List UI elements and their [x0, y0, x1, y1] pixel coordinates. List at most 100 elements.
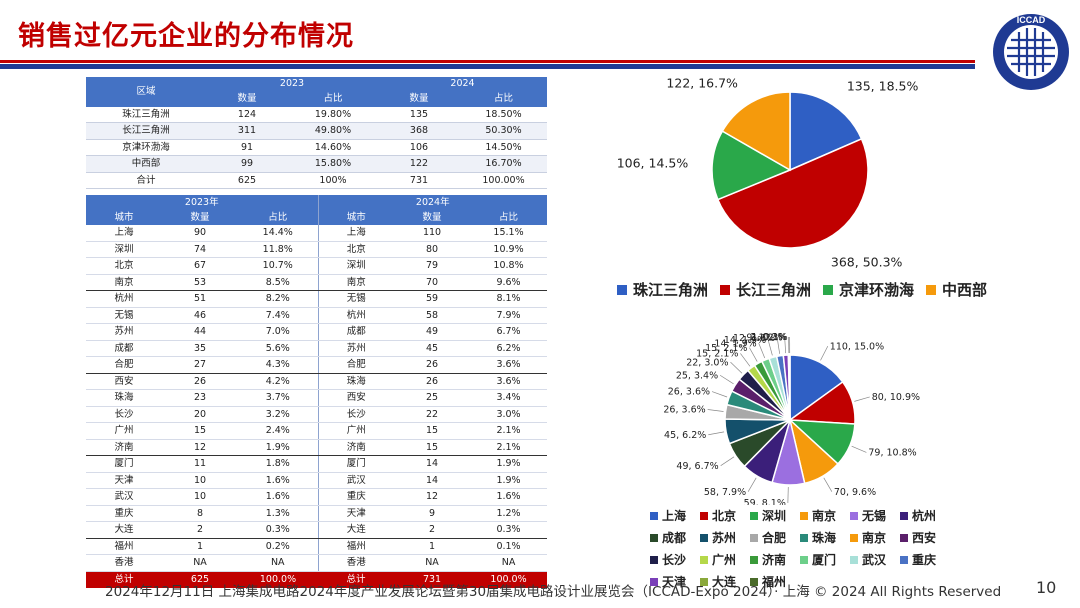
table-cell: 长江三角洲: [86, 122, 206, 140]
table-cell: 35: [162, 340, 238, 357]
table-row: 杭州 51 8.2% 无锡 59 8.1%: [86, 290, 548, 308]
table-cell: 3.2%: [238, 406, 319, 423]
table-cell: 2: [162, 521, 238, 539]
table-cell: 深圳: [86, 241, 162, 258]
legend-item: 无锡: [850, 507, 900, 524]
label-leader-line: [730, 361, 743, 374]
table-cell: 京津环渤海: [86, 139, 206, 156]
table-cell: 15: [394, 422, 471, 440]
table-row: 深圳 74 11.8% 北京 80 10.9%: [86, 241, 548, 258]
legend-swatch: [850, 555, 858, 564]
table-cell: 杭州: [317, 307, 395, 324]
table-row: 南京 53 8.5% 南京 70 9.6%: [86, 274, 548, 291]
table-cell: 上海: [317, 225, 395, 242]
table-row: 北京 67 10.7% 深圳 79 10.8%: [86, 257, 548, 275]
table-cell: 10: [162, 472, 238, 489]
table-cell: 99: [206, 155, 288, 173]
table-cell: 厦门: [317, 455, 395, 473]
column-header: 数量: [162, 210, 238, 225]
footer-text: 2024年12月11日 上海集成电路2024年度产业发展论坛暨第30届集成电路设…: [105, 584, 1002, 600]
legend-item: 南京: [800, 507, 850, 524]
legend-swatch: [926, 284, 937, 295]
table-cell: 1.9%: [470, 455, 548, 473]
legend-label: 南京: [812, 509, 837, 523]
legend-label: 武汉: [862, 553, 887, 567]
legend-item: 上海: [650, 507, 700, 524]
legend-swatch: [700, 511, 708, 520]
table-cell: 南京: [86, 274, 162, 291]
table-cell: 25: [394, 389, 471, 407]
table-cell: 8.2%: [238, 290, 319, 308]
legend-swatch: [700, 533, 708, 542]
legend-item: 成都: [650, 529, 700, 546]
data-label: 106, 14.5%: [617, 156, 689, 171]
table-cell: 3.7%: [238, 389, 319, 407]
pie-slice: [788, 354, 791, 421]
legend-item: 京津环渤海: [823, 279, 914, 300]
data-label: 45, 6.2%: [664, 430, 706, 441]
table-cell: 0.2%: [238, 538, 319, 555]
table-cell: 6.7%: [470, 323, 548, 341]
legend-item: 济南: [750, 551, 800, 568]
data-label: 1, 0.1%: [751, 332, 787, 343]
table-cell: 济南: [317, 439, 395, 456]
legend-label: 成都: [662, 531, 687, 545]
table-cell: 8: [162, 505, 238, 522]
table-cell: 南京: [317, 274, 395, 291]
table-cell: 天津: [86, 472, 162, 489]
legend-label: 广州: [712, 553, 737, 567]
total-cell: 625: [162, 571, 238, 588]
table-cell: 珠江三角洲: [86, 106, 206, 123]
table-cell: 7.9%: [470, 307, 548, 324]
legend-swatch: [750, 555, 758, 564]
table-cell: 3.0%: [470, 406, 548, 423]
table-row: 福州 1 0.2% 福州 1 0.1%: [86, 538, 548, 555]
table-cell: 长沙: [86, 406, 162, 423]
table-cell: 11: [162, 455, 238, 473]
table-cell: 26: [394, 373, 471, 390]
table-cell: 91: [206, 139, 288, 156]
table-cell: 苏州: [86, 323, 162, 341]
table-cell: 北京: [86, 257, 162, 275]
table-cell: 5.6%: [238, 340, 319, 357]
pie-slice: [721, 91, 791, 172]
table-cell: 100%: [288, 172, 378, 189]
page-number: 10: [1036, 578, 1057, 597]
table-cell: 1.6%: [238, 488, 319, 506]
table-cell: 1: [394, 538, 471, 555]
table-cell: 14: [394, 472, 471, 489]
column-header: 城市: [86, 210, 162, 225]
legend-swatch: [750, 511, 758, 520]
legend-label: 上海: [662, 509, 687, 523]
title-underline-red: [0, 60, 975, 63]
legend-item: 珠江三角洲: [617, 279, 708, 300]
table-cell: 311: [206, 122, 288, 140]
table-cell: NA: [238, 554, 319, 572]
total-row: 总计 625 100.0% 总计 731 100.0%: [86, 571, 548, 588]
city-table: 2023年 2024年 城市 数量 占比 城市 数量 占比 上海 90 14.4% 上海 110 1…: [86, 195, 548, 588]
total-cell: 731: [394, 571, 471, 588]
column-header: 城市: [317, 210, 395, 225]
data-label: 9, 1.2%: [746, 332, 782, 343]
title-underline-blue: [0, 64, 975, 69]
table-row: 合肥 27 4.3% 合肥 26 3.6%: [86, 356, 548, 374]
total-cell: 100.0%: [470, 571, 548, 588]
year-header: 2024: [378, 77, 547, 91]
table-cell: 2.4%: [238, 422, 319, 440]
table-cell: 厦门: [86, 455, 162, 473]
table-cell: 广州: [317, 422, 395, 440]
table-cell: 深圳: [317, 257, 395, 275]
table-cell: 广州: [86, 422, 162, 440]
table-cell: 10.8%: [470, 257, 548, 275]
legend-swatch: [900, 555, 908, 564]
legend-item: 长江三角洲: [720, 279, 811, 300]
table-cell: 无锡: [86, 307, 162, 324]
label-leader-line: [719, 374, 734, 385]
legend-label: 厦门: [812, 553, 837, 567]
legend-item: 天津: [650, 573, 700, 590]
table-row: 京津环渤海 91 14.60% 106 14.50%: [86, 139, 547, 156]
legend-swatch: [650, 533, 658, 542]
svg-text:ICCAD: ICCAD: [1017, 15, 1046, 25]
table-cell: 合计: [86, 172, 206, 189]
legend-label: 大连: [712, 575, 737, 589]
